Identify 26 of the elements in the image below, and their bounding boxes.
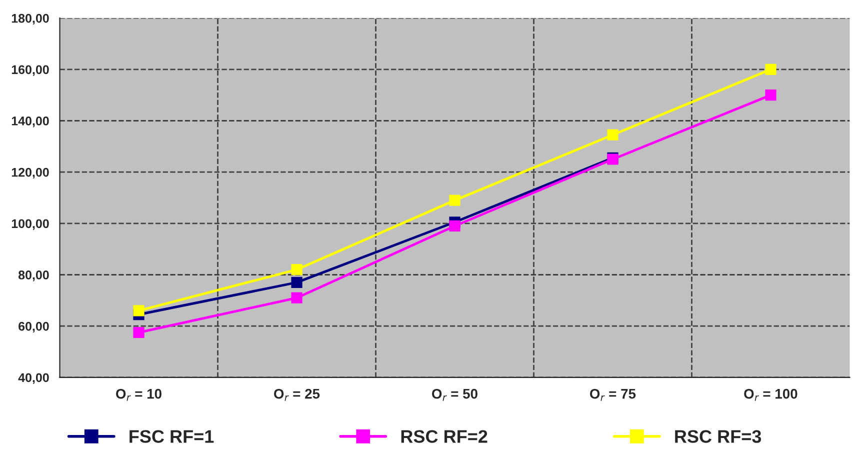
y-tick-label: 120,00 [12, 168, 49, 179]
point [133, 305, 144, 316]
point [765, 90, 776, 101]
y-tick-label: 60,00 [18, 322, 49, 333]
x-tick-label: O$_{r}$ = 10 [116, 388, 162, 401]
point [291, 264, 302, 276]
y-tick-label: 140,00 [12, 116, 49, 128]
y-tick-label: 80,00 [18, 270, 49, 282]
y-tick-label: 100,00 [12, 219, 49, 230]
y-tick-label: 160,00 [12, 65, 49, 76]
point [607, 129, 618, 140]
x-tick-label: O$_{r}$ = 50 [432, 388, 478, 401]
x-tick-label: O$_{r}$ = 100 [744, 388, 798, 401]
legend-label: RSC RF=3 [675, 430, 762, 443]
point [765, 64, 776, 75]
y-tick-label: 40,00 [18, 373, 49, 384]
x-tick-label: O$_{r}$ = 25 [274, 388, 320, 401]
x-tick-label: O$_{r}$ = 75 [590, 388, 636, 401]
point [449, 220, 460, 232]
point [133, 326, 144, 338]
legend-label: FSC RF=1 [130, 430, 214, 443]
y-tick-label: 180,00 [12, 14, 49, 25]
point [291, 276, 302, 288]
point [291, 292, 302, 304]
legend-label: RSC RF=2 [401, 430, 488, 443]
point [449, 194, 460, 206]
